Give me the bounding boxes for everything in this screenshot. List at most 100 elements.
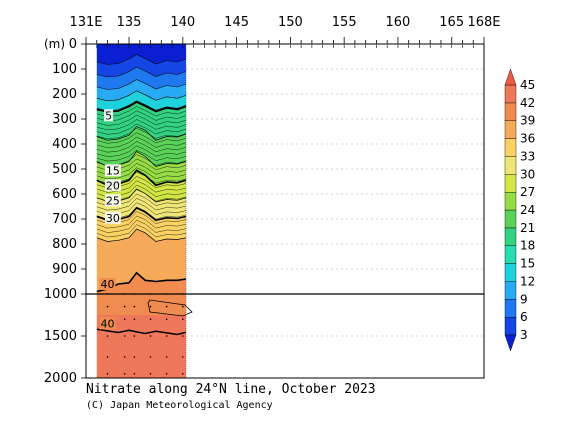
contour-fine-5 bbox=[96, 123, 187, 135]
band-11 bbox=[96, 207, 186, 242]
colorbar-segment bbox=[504, 245, 517, 264]
colorbar-label: 3 bbox=[520, 328, 528, 342]
station-dot bbox=[149, 356, 152, 358]
contour-thin-2 bbox=[96, 79, 187, 90]
contour-label-bg bbox=[104, 109, 114, 122]
contour-iso_35 bbox=[96, 228, 187, 242]
y-axis: 0 100 200 300 400 500 600 700 800 900 1000 1500 2000 bbox=[44, 37, 86, 386]
station-dot bbox=[106, 305, 109, 308]
x-tick-label: 131E bbox=[69, 15, 102, 30]
y-tick-label: 100 bbox=[52, 62, 77, 77]
chart-credit: (C) Japan Meteorological Agency bbox=[86, 400, 273, 411]
station-dot bbox=[182, 335, 184, 337]
colorbar-label: 30 bbox=[520, 167, 535, 181]
station-dot bbox=[133, 373, 136, 375]
colorbar-label: 42 bbox=[520, 96, 535, 110]
station-dot bbox=[165, 356, 168, 358]
x-tick-label: 168E bbox=[467, 15, 500, 30]
station-dot bbox=[165, 373, 168, 375]
x-tick-label: 160 bbox=[385, 15, 410, 30]
contour-label-bg bbox=[104, 211, 121, 224]
chart-title: Nitrate along 24°N line, October 2023 bbox=[86, 382, 376, 397]
band-8 bbox=[96, 151, 186, 186]
colorbar-label: 12 bbox=[520, 274, 535, 288]
x-tick-label: 145 bbox=[224, 15, 249, 30]
station-dot bbox=[149, 305, 152, 308]
station-dot bbox=[182, 373, 184, 375]
x-tick-label: 135 bbox=[117, 15, 142, 30]
band-1 bbox=[96, 54, 186, 77]
station-dot bbox=[182, 318, 184, 321]
y-tick-label: 900 bbox=[52, 262, 77, 277]
contour-label-bg bbox=[104, 164, 121, 177]
x-tick-label: 165 bbox=[439, 15, 464, 30]
colorbar-label: 27 bbox=[520, 185, 535, 199]
station-dot bbox=[165, 335, 168, 337]
band-2 bbox=[96, 67, 186, 90]
colorbar-segment bbox=[504, 156, 517, 175]
colorbar-label: 39 bbox=[520, 114, 535, 128]
colorbar-segment bbox=[504, 299, 517, 318]
contour-label: 40 bbox=[101, 317, 115, 330]
y-tick-label: 700 bbox=[52, 212, 77, 227]
y-tick-label: 1000 bbox=[44, 287, 77, 302]
colorbar-label: 9 bbox=[520, 292, 528, 306]
colorbar-segment bbox=[504, 84, 517, 104]
y-tick-label: 300 bbox=[52, 112, 77, 127]
closed-contour bbox=[147, 299, 193, 317]
contour-deep-40 bbox=[96, 328, 187, 336]
contour-label: 15 bbox=[106, 164, 120, 177]
contour-label: 40 bbox=[101, 278, 115, 291]
x-tick-label: 140 bbox=[170, 15, 195, 30]
x-tick-label: 150 bbox=[278, 15, 303, 30]
station-dot bbox=[106, 373, 109, 375]
contour-fine-11 bbox=[96, 149, 187, 162]
station-dot bbox=[149, 335, 152, 337]
band-7 bbox=[96, 126, 186, 167]
contour-label: 25 bbox=[106, 194, 120, 207]
station-dot bbox=[106, 356, 109, 358]
colorbar-segment bbox=[504, 138, 517, 157]
y-tick-label: 600 bbox=[52, 187, 77, 202]
contour-label: 5 bbox=[105, 109, 112, 122]
colorbar-label: 33 bbox=[520, 149, 535, 163]
band-0 bbox=[96, 44, 186, 65]
y-tick-label: 1500 bbox=[44, 329, 77, 344]
contour-label-bg bbox=[99, 278, 116, 290]
station-dot bbox=[149, 373, 152, 375]
colorbar-segment bbox=[504, 227, 517, 246]
y-tick-label: 200 bbox=[52, 87, 77, 102]
band-6 bbox=[96, 102, 186, 141]
station-dot bbox=[133, 305, 136, 308]
contour-labels: 5 15 20 25 30 40 40 bbox=[99, 109, 121, 330]
station-dot bbox=[133, 335, 136, 337]
contour-thin-3 bbox=[96, 90, 187, 102]
contour-fine-7 bbox=[96, 132, 187, 144]
station-dot bbox=[182, 356, 184, 358]
band-14 bbox=[96, 315, 186, 378]
colorbar-label: 45 bbox=[520, 78, 535, 92]
colorbar-segment bbox=[504, 102, 517, 122]
y-tick-label: 0 bbox=[69, 37, 77, 52]
contour-fine-9 bbox=[96, 141, 187, 153]
colorbar-segment bbox=[504, 316, 517, 336]
station-dot bbox=[123, 305, 126, 308]
contour-label-bg bbox=[104, 179, 121, 192]
contour-iso_10 bbox=[96, 126, 187, 141]
contour-thin-0 bbox=[96, 54, 187, 65]
station-dot bbox=[149, 318, 152, 321]
gridlines bbox=[186, 68, 484, 337]
colorbar-bottom-arrow bbox=[504, 334, 517, 352]
contour-label: 20 bbox=[106, 179, 120, 192]
band-12 bbox=[96, 229, 186, 292]
station-dot bbox=[133, 356, 136, 358]
station-dot bbox=[123, 318, 126, 321]
y-tick-label: 800 bbox=[52, 237, 77, 252]
colorbar-segment bbox=[504, 174, 517, 193]
contour-fine-26 bbox=[96, 215, 187, 229]
colorbar-top-arrow bbox=[504, 68, 517, 86]
station-dot bbox=[182, 305, 184, 308]
y-axis-unit: (m) bbox=[44, 37, 65, 51]
